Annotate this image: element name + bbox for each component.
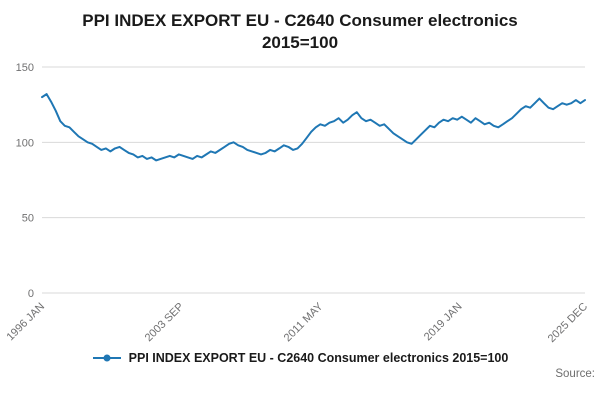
- chart-title-line2: 2015=100: [261, 33, 339, 53]
- legend-label: PPI INDEX EXPORT EU - C2640 Consumer ele…: [128, 350, 509, 365]
- legend[interactable]: PPI INDEX EXPORT EU - C2640 Consumer ele…: [0, 351, 600, 365]
- x-tick-label: 1996 JAN: [4, 300, 47, 343]
- series-line[interactable]: [41, 92, 586, 162]
- chart-title: PPI INDEX EXPORT EU - C2640 Consumer ele…: [0, 0, 600, 55]
- timeseries-chart[interactable]: 0 50 100 150 1996 JAN 2003 SEP 2011 MAY 2019 JA…: [0, 55, 600, 347]
- legend-line-marker-icon: [92, 354, 121, 362]
- x-tick-label: 2025 DEC: [546, 300, 590, 344]
- y-tick-label: 100: [16, 137, 34, 149]
- y-tick-label: 50: [22, 213, 34, 225]
- source-label: Source:: [555, 367, 595, 380]
- y-tick-label: 150: [16, 62, 34, 74]
- x-tick-label: 2003 SEP: [143, 301, 187, 345]
- y-tick-label: 0: [28, 288, 34, 300]
- chart-title-line1: PPI INDEX EXPORT EU - C2640 Consumer ele…: [82, 11, 518, 30]
- x-tick-label: 2011 MAY: [282, 300, 326, 344]
- x-tick-label: 2019 JAN: [422, 300, 465, 343]
